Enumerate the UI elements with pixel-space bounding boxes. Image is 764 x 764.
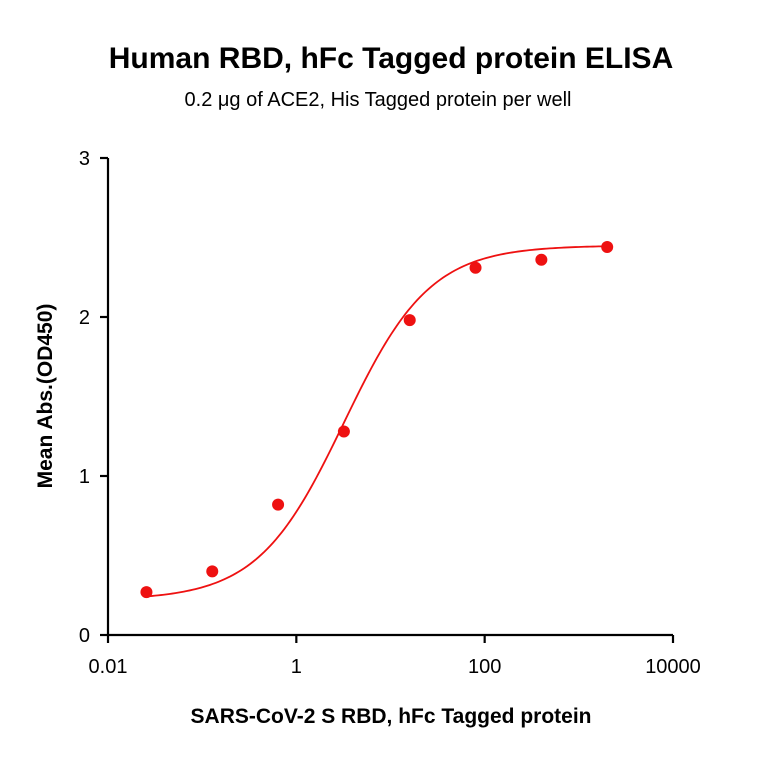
data-points — [140, 241, 614, 599]
axis-ticks: 0.01 1 100 10000 0 1 2 3 — [79, 148, 701, 678]
data-point — [469, 261, 482, 274]
x-tick-label: 100 — [468, 656, 501, 678]
data-point — [206, 565, 219, 578]
y-tick-label: 1 — [79, 466, 90, 488]
y-tick-label: 0 — [79, 625, 90, 647]
y-tick-label: 2 — [79, 307, 90, 329]
chart-subtitle: 0.2 μg of ACE2, His Tagged protein per w… — [185, 89, 572, 111]
x-tick-label: 10000 — [645, 656, 701, 678]
y-tick-label: 3 — [79, 148, 90, 170]
data-point — [337, 425, 350, 438]
data-point — [272, 498, 285, 511]
fit-curve-layer — [146, 245, 608, 598]
data-point — [403, 314, 416, 327]
y-axis-label: Mean Abs.(OD450) — [34, 304, 57, 489]
fit-curve — [146, 245, 608, 598]
x-axis-label: SARS-CoV-2 S RBD, hFc Tagged protein — [191, 705, 592, 728]
data-point — [535, 253, 548, 266]
x-tick-label: 1 — [291, 656, 302, 678]
chart-title: Human RBD, hFc Tagged protein ELISA — [109, 42, 673, 75]
x-tick-label: 0.01 — [89, 656, 128, 678]
data-point — [601, 241, 614, 254]
data-point — [140, 586, 153, 599]
